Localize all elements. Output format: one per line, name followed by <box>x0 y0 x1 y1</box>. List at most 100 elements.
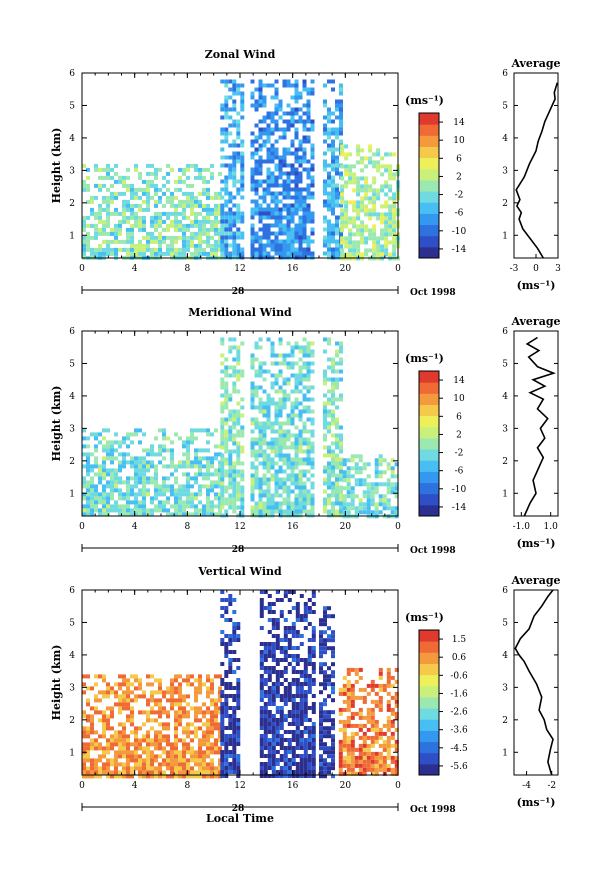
data-cell <box>232 385 237 390</box>
data-cell <box>358 667 363 672</box>
data-cell <box>310 457 315 462</box>
data-cell <box>362 739 367 744</box>
date-day-label: 28 <box>232 287 245 297</box>
data-cell <box>102 726 106 731</box>
data-cell <box>374 719 379 724</box>
data-cell <box>344 208 349 213</box>
data-cell <box>190 770 194 775</box>
data-cell <box>98 472 102 477</box>
data-cell <box>194 456 198 461</box>
data-cell <box>270 239 275 244</box>
data-cell <box>194 758 198 763</box>
data-cell <box>384 220 389 225</box>
data-cell <box>182 730 186 735</box>
data-cell <box>232 686 237 690</box>
data-cell <box>274 107 279 112</box>
data-cell <box>263 646 268 650</box>
data-cell <box>290 365 295 370</box>
data-cell <box>94 215 98 220</box>
data-cell <box>327 730 331 735</box>
data-cell <box>270 191 275 196</box>
data-cell <box>82 227 86 232</box>
data-cell <box>299 730 304 734</box>
data-cell <box>362 482 367 487</box>
data-cell <box>232 337 237 342</box>
data-cell <box>274 501 279 506</box>
data-cell <box>134 742 138 747</box>
data-cell <box>138 207 142 212</box>
data-cell <box>352 180 357 185</box>
data-cell <box>266 369 271 374</box>
data-cell <box>232 119 237 124</box>
data-cell <box>307 678 312 682</box>
data-cell <box>382 723 387 728</box>
data-cell <box>194 223 198 228</box>
data-cell <box>259 682 264 686</box>
data-cell <box>154 758 158 763</box>
data-cell <box>206 187 210 192</box>
data-cell <box>302 393 307 398</box>
data-cell <box>291 710 296 714</box>
data-cell <box>250 449 255 454</box>
data-cell <box>118 464 122 469</box>
data-cell <box>266 83 271 88</box>
data-cell <box>392 208 397 213</box>
data-cell <box>86 734 90 739</box>
data-cell <box>134 163 138 168</box>
data-cell <box>275 642 280 646</box>
data-cell <box>202 682 206 687</box>
data-cell <box>94 251 98 256</box>
data-cell <box>236 622 241 626</box>
data-cell <box>150 223 154 228</box>
data-cell <box>178 211 182 216</box>
data-cell <box>98 167 102 172</box>
data-cell <box>150 247 154 252</box>
data-cell <box>218 496 222 501</box>
data-cell <box>126 682 130 687</box>
data-cell <box>236 231 241 236</box>
data-cell <box>327 365 331 370</box>
data-cell <box>114 456 118 461</box>
colorbar-segment <box>419 708 439 720</box>
data-cell <box>380 252 385 257</box>
data-cell <box>390 490 395 495</box>
data-cell <box>290 349 295 354</box>
data-cell <box>364 212 369 217</box>
data-cell <box>311 678 316 682</box>
data-field <box>82 79 401 261</box>
data-cell <box>214 468 218 473</box>
data-cell <box>206 730 210 735</box>
data-cell <box>110 762 114 767</box>
data-cell <box>306 489 311 494</box>
data-cell <box>158 734 162 739</box>
data-cell <box>224 401 229 406</box>
colorbar-segment <box>419 437 439 450</box>
data-cell <box>266 183 271 188</box>
data-cell <box>331 654 335 659</box>
data-cell <box>299 634 304 638</box>
data-cell <box>298 501 303 506</box>
data-cell <box>392 152 397 157</box>
data-cell <box>291 758 296 762</box>
data-cell <box>279 738 284 742</box>
data-cell <box>279 706 284 710</box>
data-cell <box>350 755 355 760</box>
data-cell <box>346 679 351 684</box>
data-cell <box>339 139 343 144</box>
data-cell <box>274 127 279 132</box>
data-cell <box>98 440 102 445</box>
data-cell <box>282 393 287 398</box>
data-cell <box>130 714 134 719</box>
data-cell <box>82 235 86 240</box>
data-cell <box>210 762 214 767</box>
data-cell <box>198 211 202 216</box>
data-cell <box>198 219 202 224</box>
data-cell <box>266 413 271 418</box>
data-cell <box>210 734 214 739</box>
data-cell <box>392 176 397 181</box>
data-cell <box>380 204 385 209</box>
data-cell <box>194 508 198 513</box>
data-cell <box>250 417 255 422</box>
data-cell <box>90 746 94 751</box>
data-cell <box>236 429 241 434</box>
